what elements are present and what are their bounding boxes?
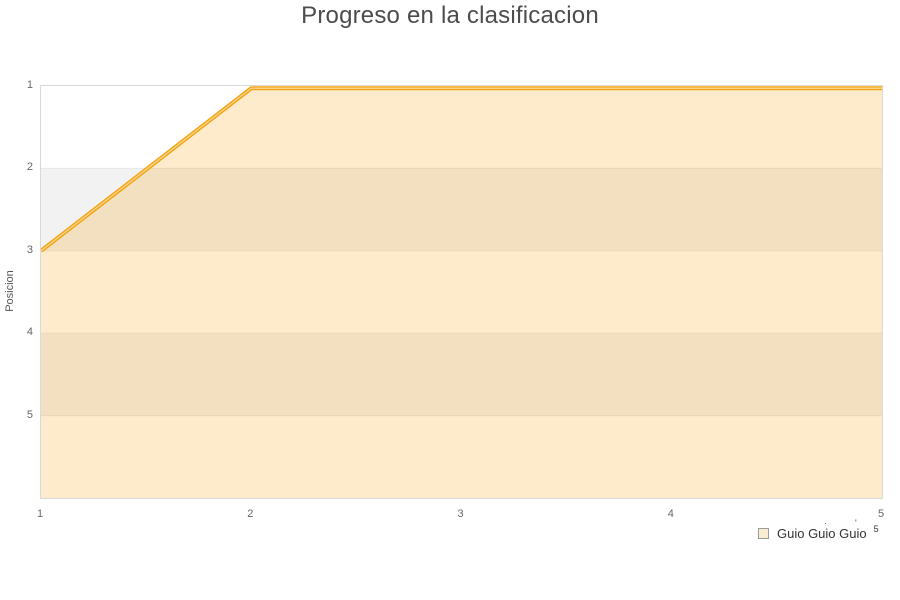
background-band: [41, 415, 882, 498]
x-tick-label: 4: [667, 508, 674, 520]
x-tick-label: 1: [36, 508, 44, 520]
plot-area: [40, 85, 883, 499]
x-tick-label: 3: [457, 508, 464, 520]
legend-superscript: 5: [873, 524, 879, 534]
y-tick-label: 2: [26, 161, 33, 174]
line-chart-canvas: [41, 86, 882, 498]
chart-title: Progreso en la clasificacion: [301, 2, 599, 29]
x-tick-label: 5: [877, 508, 885, 520]
legend-series-swatch-icon: [758, 527, 769, 539]
legend-series-label: Guio Guio Guio: [777, 525, 867, 541]
background-band: [41, 86, 882, 169]
y-axis-title: Posicion: [4, 270, 16, 312]
y-tick-label: 1: [26, 79, 33, 91]
background-band: [41, 250, 882, 334]
legend: Guio Guio Guio 5 · ʹ: [758, 518, 879, 541]
series-area-fill: [41, 88, 882, 498]
x-tick-label: 2: [247, 508, 254, 520]
background-band: [41, 333, 882, 416]
y-tick-label: 3: [26, 243, 33, 256]
legend-artifact-mark: ʹ: [855, 518, 857, 528]
series-line-highlight: [41, 87, 882, 252]
y-tick-label: 5: [26, 408, 33, 421]
background-band: [41, 168, 882, 251]
legend-artifact-mark: ·: [824, 518, 827, 528]
y-tick-label: 4: [26, 326, 33, 339]
